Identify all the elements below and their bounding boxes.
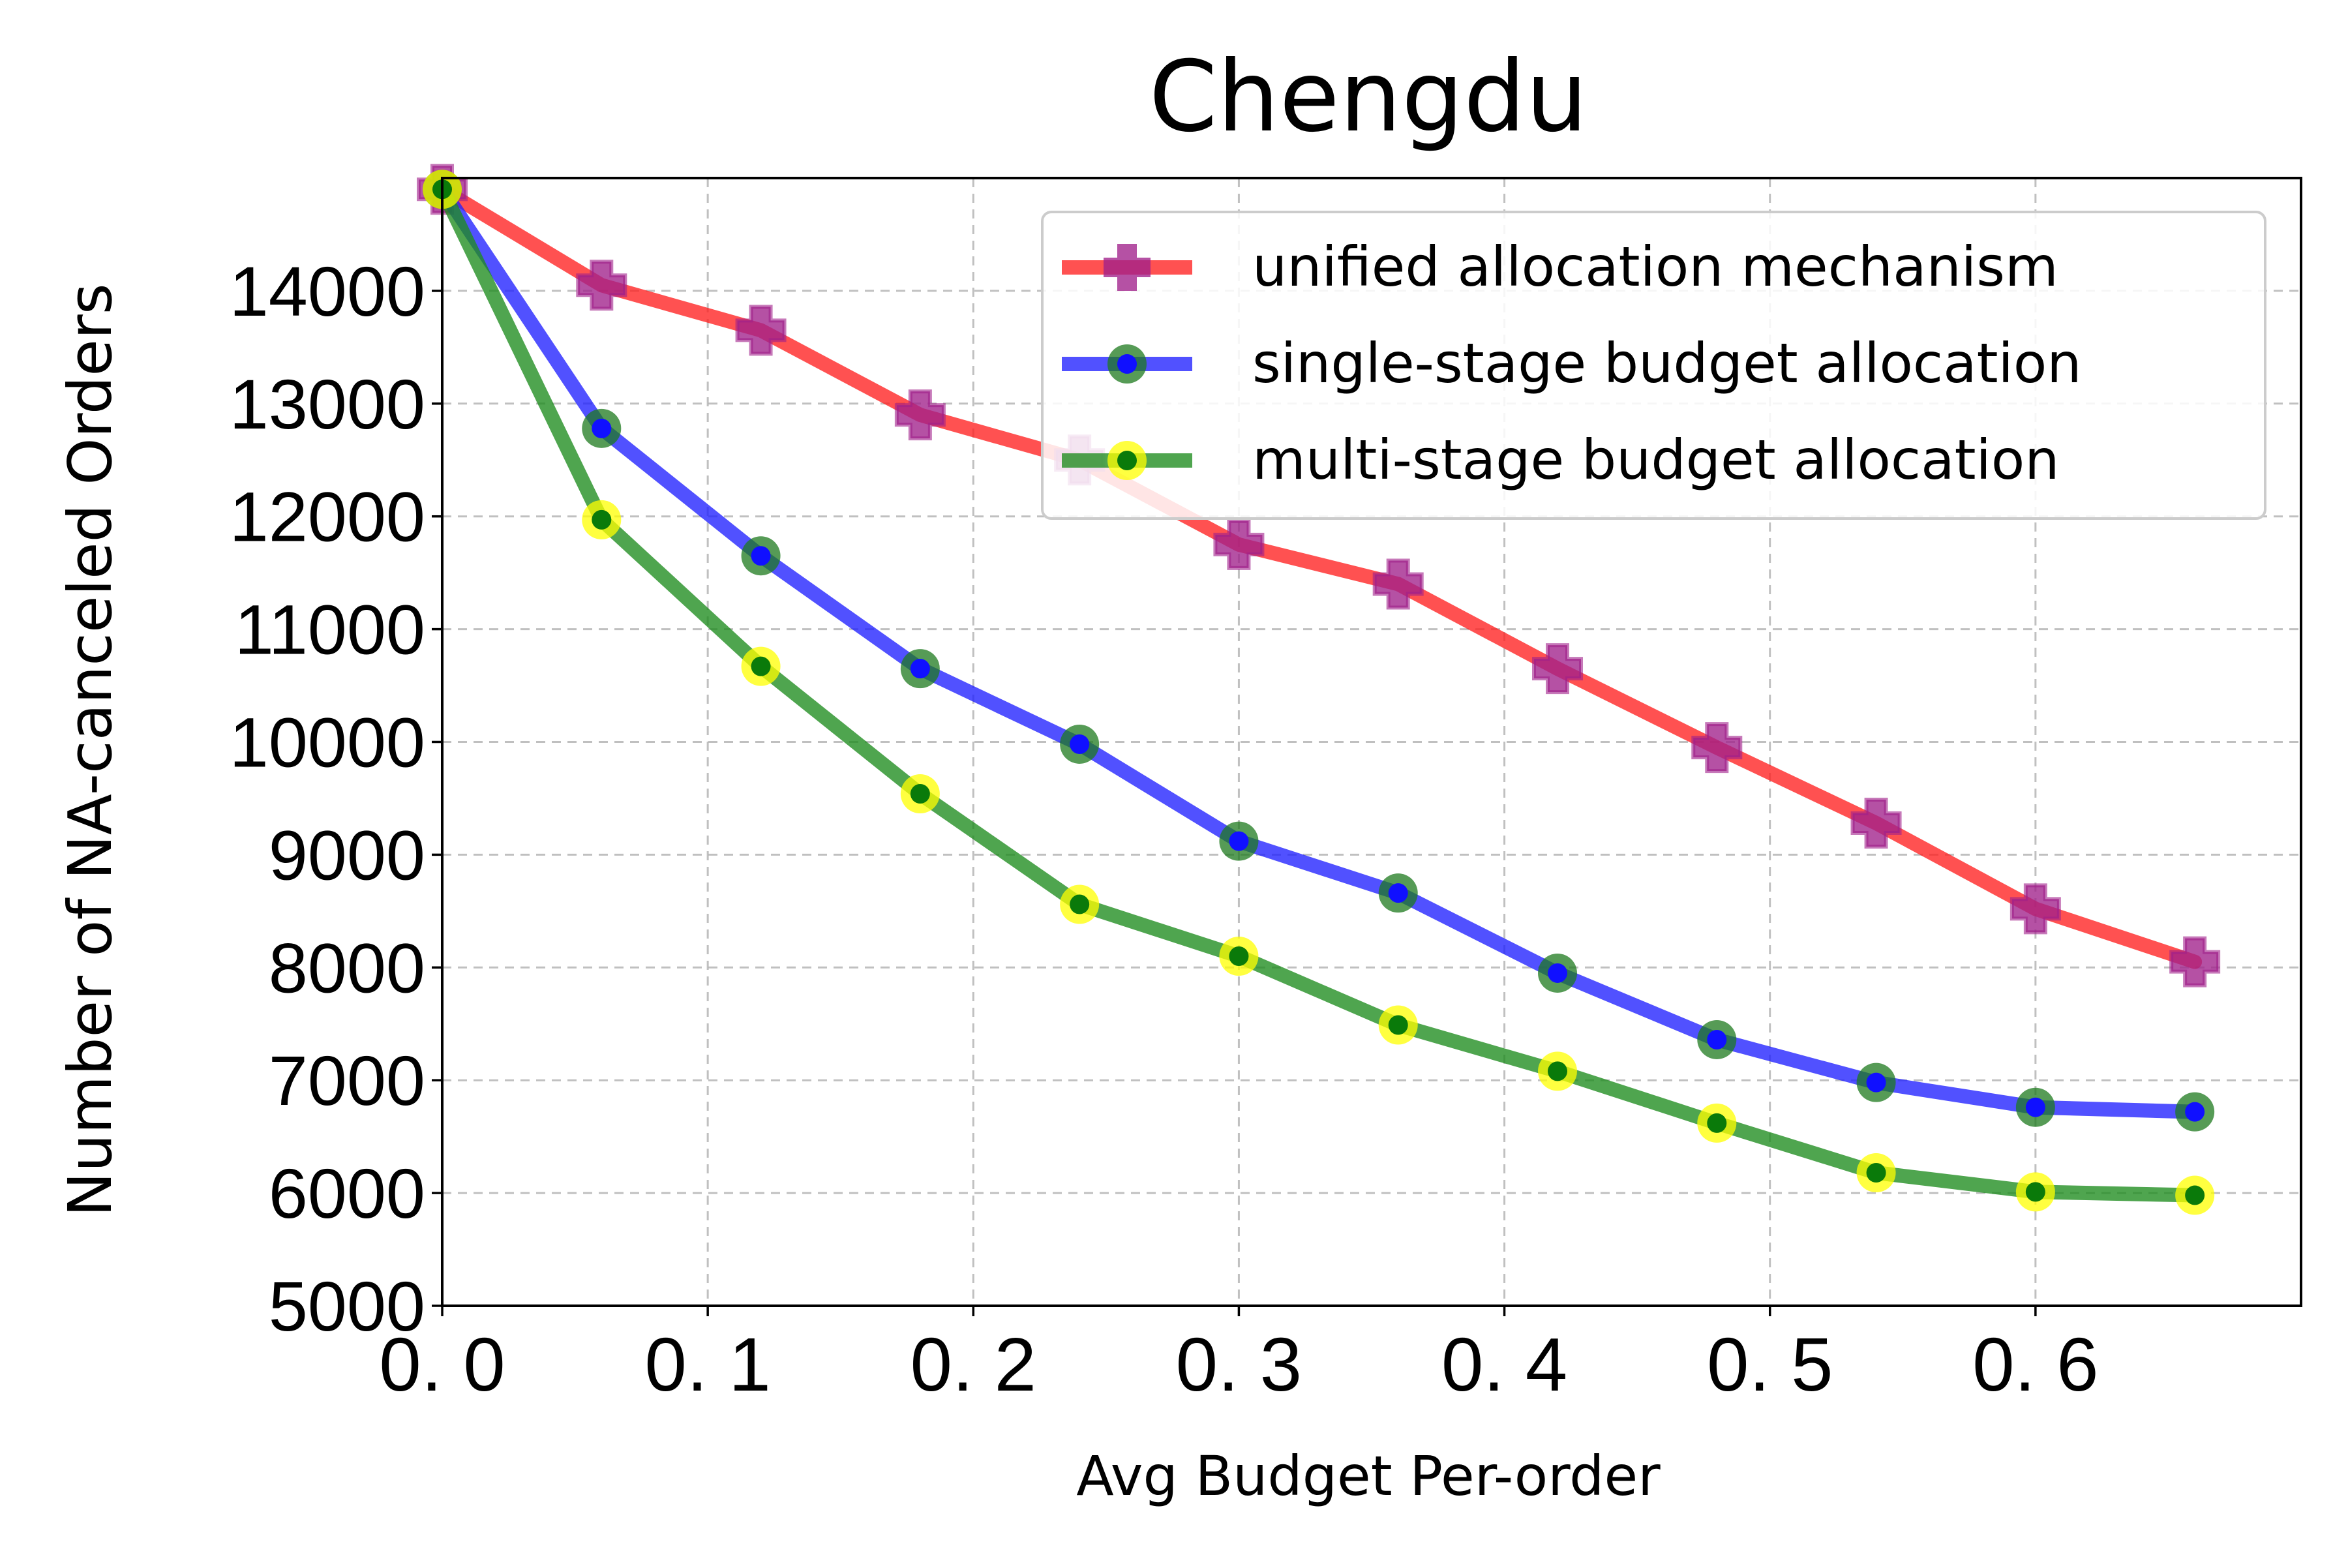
data-point-center (910, 659, 930, 679)
data-point-center (592, 509, 612, 530)
y-tick-label: 11000 (235, 590, 425, 669)
data-point-center (2025, 1182, 2045, 1202)
data-point-center (2185, 1102, 2205, 1122)
x-tick-label: 0. 3 (1176, 1322, 1302, 1407)
data-point (1219, 821, 1259, 861)
data-point (1856, 1153, 1896, 1192)
legend-entry-3: multi-stage budget allocation (1062, 428, 2059, 492)
data-point-center (1548, 1061, 1567, 1081)
y-tick-label: 13000 (230, 365, 425, 444)
data-point (735, 305, 787, 356)
data-point (1697, 1103, 1737, 1143)
data-point-center (1707, 1113, 1727, 1133)
y-tick-label: 12000 (230, 477, 425, 556)
y-tick-label: 10000 (230, 703, 425, 782)
y-tick-label: 14000 (230, 252, 425, 331)
x-tick-label: 0. 0 (379, 1322, 505, 1407)
data-point (2175, 1092, 2215, 1132)
data-point (1372, 558, 1424, 610)
x-tick-label: 0. 1 (644, 1322, 770, 1407)
data-point (1213, 519, 1265, 570)
y-axis-label: Number of NA-canceled Orders (55, 283, 125, 1216)
x-tick-label: 0. 2 (911, 1322, 1036, 1407)
data-point (1378, 873, 1418, 913)
legend: unified allocation mechanism single-stage… (1041, 211, 2266, 520)
data-point (741, 646, 781, 686)
x-tick-label: 0. 6 (1972, 1322, 2098, 1407)
data-point (2175, 1175, 2215, 1215)
data-point-center (1866, 1162, 1886, 1183)
data-point (1697, 1019, 1737, 1059)
data-point-center (1070, 734, 1090, 754)
data-point-center (1070, 894, 1090, 914)
legend-entry-1: unified allocation mechanism (1062, 235, 2058, 299)
data-point (1850, 797, 1902, 849)
series-line (435, 182, 2203, 1203)
series-line (435, 182, 2203, 969)
data-point-center (751, 656, 771, 676)
data-point (1219, 937, 1259, 976)
data-point-center (1707, 1029, 1727, 1049)
legend-label: single-stage budget allocation (1252, 331, 2081, 395)
data-point-center (1388, 1015, 1408, 1035)
data-point-center (910, 784, 930, 804)
data-point (582, 500, 622, 539)
data-point (1378, 1005, 1418, 1045)
data-point (1538, 953, 1577, 993)
data-point (1060, 724, 1100, 764)
data-point (1538, 1051, 1577, 1091)
data-point-center (2185, 1185, 2205, 1205)
data-point (2015, 1172, 2055, 1212)
series-line (435, 182, 2203, 1119)
data-point (1532, 643, 1583, 695)
data-point (1691, 722, 1743, 774)
legend-marker (1104, 244, 1151, 291)
legend-entry-2: single-stage budget allocation (1062, 331, 2081, 395)
legend-entries: unified allocation mechanism single-stage… (1062, 235, 2081, 492)
series-3 (423, 170, 2215, 1215)
data-point (1856, 1063, 1896, 1102)
y-tick-label: 7000 (269, 1041, 425, 1120)
legend-marker-center (1117, 451, 1137, 470)
x-tick-label: 0. 5 (1707, 1322, 1833, 1407)
y-tick-label: 8000 (269, 928, 425, 1007)
data-point-center (1548, 963, 1567, 983)
chart-title: Chengdu (1149, 40, 1588, 154)
data-point-center (592, 418, 612, 438)
data-point (900, 774, 940, 814)
data-point (582, 408, 622, 448)
tick-layer: 0. 0 0. 1 0. 2 0. 3 0. 4 0. 5 0. 6 5000 6000 7000… (230, 252, 2099, 1407)
x-axis-label: Avg Budget Per-order (1076, 1444, 1661, 1508)
series-2 (423, 170, 2215, 1132)
data-point (2009, 883, 2061, 935)
data-point-center (1229, 831, 1249, 851)
x-tick-label: 0. 4 (1441, 1322, 1567, 1407)
data-point (1060, 884, 1100, 924)
data-point-center (751, 546, 771, 566)
data-point-center (1866, 1072, 1886, 1093)
legend-label: unified allocation mechanism (1252, 235, 2058, 299)
data-point-center (2025, 1097, 2045, 1117)
data-point (576, 260, 627, 311)
series-layer (417, 164, 2221, 1215)
data-point (900, 649, 940, 689)
data-point-center (1388, 883, 1408, 903)
y-tick-label: 6000 (269, 1154, 425, 1233)
data-point (741, 536, 781, 576)
legend-label: multi-stage budget allocation (1252, 428, 2059, 492)
y-tick-label: 5000 (269, 1267, 425, 1346)
y-tick-label: 9000 (269, 815, 425, 894)
legend-marker-center (1117, 354, 1137, 374)
data-point (2169, 936, 2221, 988)
data-point (894, 389, 946, 441)
legend-box (1041, 211, 2266, 520)
data-point-center (1229, 946, 1249, 967)
data-point (2015, 1087, 2055, 1127)
